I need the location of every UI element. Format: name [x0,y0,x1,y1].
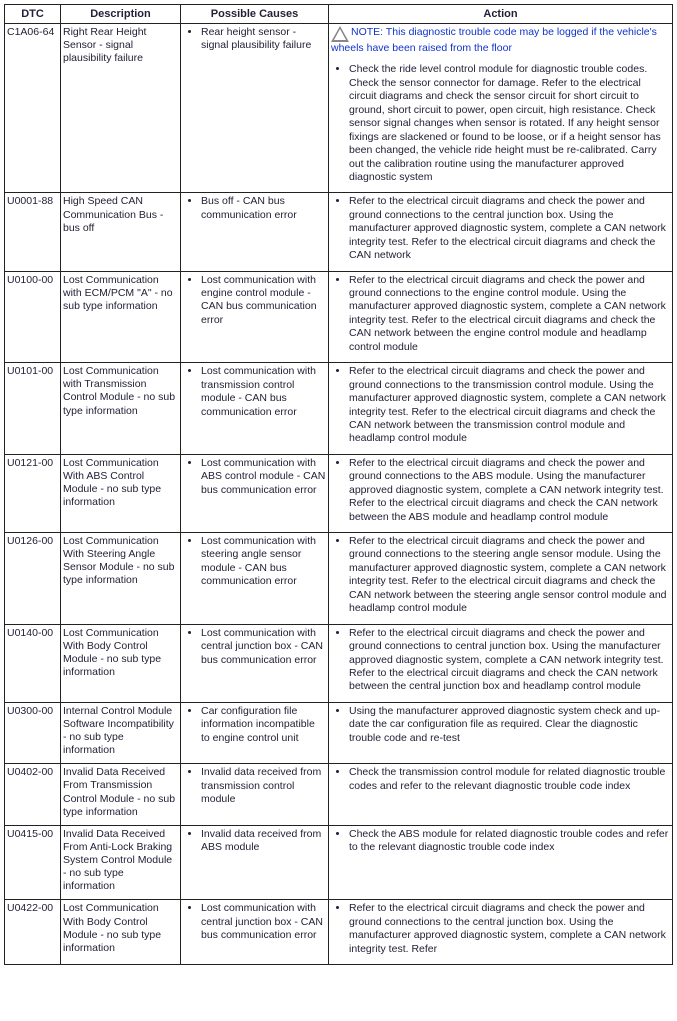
table-row: U0422-00Lost Communication With Body Con… [5,900,673,965]
dtc-action: Check the ABS module for related diagnos… [329,825,673,900]
dtc-action: Refer to the electrical circuit diagrams… [329,900,673,965]
note: NOTE: This diagnostic trouble code may b… [331,26,670,55]
action-item: Refer to the electrical circuit diagrams… [349,365,670,446]
dtc-description: Lost Communication With Body Control Mod… [61,624,181,702]
dtc-description: Lost Communication With Body Control Mod… [61,900,181,965]
dtc-description: Lost Communication with Transmission Con… [61,363,181,455]
dtc-code: U0402-00 [5,764,61,826]
dtc-description: Right Rear Height Sensor - signal plausi… [61,24,181,193]
note-text: NOTE: This diagnostic trouble code may b… [331,26,657,54]
dtc-causes: Lost communication with ABS control modu… [181,454,329,532]
header-description: Description [61,5,181,24]
dtc-code: U0100-00 [5,271,61,363]
dtc-action: NOTE: This diagnostic trouble code may b… [329,24,673,193]
dtc-causes: Car configuration file information incom… [181,702,329,764]
action-item: Refer to the electrical circuit diagrams… [349,627,670,694]
dtc-description: Invalid Data Received From Anti-Lock Bra… [61,825,181,900]
action-item: Check the ABS module for related diagnos… [349,828,670,855]
dtc-description: Lost Communication with ECM/PCM "A" - no… [61,271,181,363]
cause-item: Lost communication with transmission con… [201,365,326,419]
dtc-causes: Invalid data received from transmission … [181,764,329,826]
header-causes: Possible Causes [181,5,329,24]
cause-item: Car configuration file information incom… [201,705,326,745]
table-row: U0415-00Invalid Data Received From Anti-… [5,825,673,900]
table-row: U0300-00Internal Control Module Software… [5,702,673,764]
dtc-causes: Lost communication with steering angle s… [181,533,329,625]
cause-item: Lost communication with steering angle s… [201,535,326,589]
dtc-causes: Invalid data received from ABS module [181,825,329,900]
cause-item: Lost communication with ABS control modu… [201,457,326,497]
action-item: Refer to the electrical circuit diagrams… [349,195,670,262]
cause-item: Rear height sensor - signal plausibility… [201,26,326,53]
dtc-code: U0415-00 [5,825,61,900]
table-row: U0100-00Lost Communication with ECM/PCM … [5,271,673,363]
action-item: Refer to the electrical circuit diagrams… [349,535,670,616]
cause-item: Lost communication with central junction… [201,902,326,942]
dtc-action: Refer to the electrical circuit diagrams… [329,533,673,625]
dtc-code: U0121-00 [5,454,61,532]
dtc-action: Refer to the electrical circuit diagrams… [329,624,673,702]
cause-item: Lost communication with central junction… [201,627,326,667]
action-item: Refer to the electrical circuit diagrams… [349,457,670,524]
action-item: Check the transmission control module fo… [349,766,670,793]
dtc-causes: Bus off - CAN bus communication error [181,193,329,271]
dtc-action: Using the manufacturer approved diagnost… [329,702,673,764]
cause-item: Bus off - CAN bus communication error [201,195,326,222]
dtc-code: U0126-00 [5,533,61,625]
dtc-description: Lost Communication With ABS Control Modu… [61,454,181,532]
dtc-causes: Lost communication with transmission con… [181,363,329,455]
warning-triangle-icon [331,26,349,42]
table-row: U0402-00Invalid Data Received From Trans… [5,764,673,826]
dtc-description: Internal Control Module Software Incompa… [61,702,181,764]
dtc-code: U0422-00 [5,900,61,965]
action-item: Check the ride level control module for … [349,63,670,184]
cause-item: Lost communication with engine control m… [201,274,326,328]
action-item: Refer to the electrical circuit diagrams… [349,902,670,956]
cause-item: Invalid data received from ABS module [201,828,326,855]
header-action: Action [329,5,673,24]
dtc-action: Check the transmission control module fo… [329,764,673,826]
dtc-code: U0101-00 [5,363,61,455]
dtc-causes: Lost communication with engine control m… [181,271,329,363]
action-item: Using the manufacturer approved diagnost… [349,705,670,745]
table-body: C1A06-64Right Rear Height Sensor - signa… [5,24,673,965]
dtc-description: Invalid Data Received From Transmission … [61,764,181,826]
dtc-causes: Rear height sensor - signal plausibility… [181,24,329,193]
dtc-action: Refer to the electrical circuit diagrams… [329,363,673,455]
table-row: U0101-00Lost Communication with Transmis… [5,363,673,455]
dtc-action: Refer to the electrical circuit diagrams… [329,193,673,271]
dtc-action: Refer to the electrical circuit diagrams… [329,454,673,532]
dtc-description: High Speed CAN Communication Bus - bus o… [61,193,181,271]
dtc-causes: Lost communication with central junction… [181,624,329,702]
table-row: U0126-00Lost Communication With Steering… [5,533,673,625]
table-header: DTC Description Possible Causes Action [5,5,673,24]
header-dtc: DTC [5,5,61,24]
table-row: U0001-88High Speed CAN Communication Bus… [5,193,673,271]
dtc-code: U0140-00 [5,624,61,702]
dtc-description: Lost Communication With Steering Angle S… [61,533,181,625]
table-row: U0121-00Lost Communication With ABS Cont… [5,454,673,532]
dtc-code: C1A06-64 [5,24,61,193]
dtc-action: Refer to the electrical circuit diagrams… [329,271,673,363]
cause-item: Invalid data received from transmission … [201,766,326,806]
dtc-code: U0300-00 [5,702,61,764]
dtc-table: DTC Description Possible Causes Action C… [4,4,673,965]
dtc-causes: Lost communication with central junction… [181,900,329,965]
table-row: C1A06-64Right Rear Height Sensor - signa… [5,24,673,193]
action-item: Refer to the electrical circuit diagrams… [349,274,670,355]
dtc-code: U0001-88 [5,193,61,271]
table-row: U0140-00Lost Communication With Body Con… [5,624,673,702]
